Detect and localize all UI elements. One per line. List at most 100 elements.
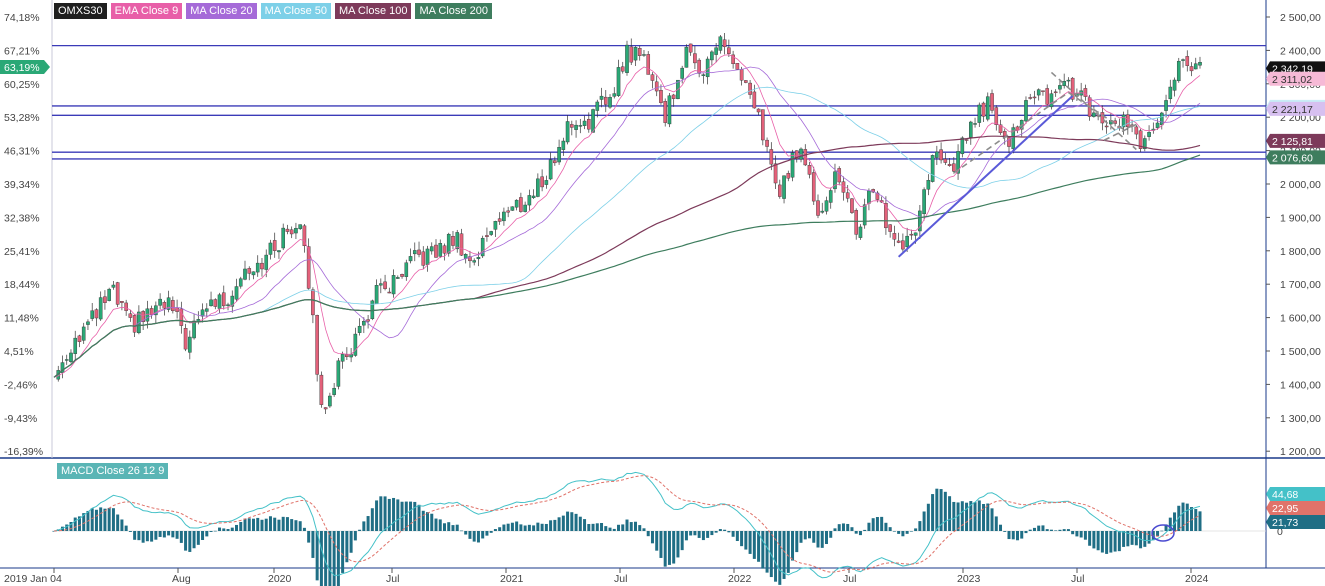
candle-body [684,46,689,68]
candle-body [217,294,222,309]
macd-histogram-bar [544,523,548,531]
price-tag-bg [1266,101,1325,116]
macd-histogram-bar [1173,512,1177,531]
candle-body [1070,77,1075,100]
candle-body [425,248,430,265]
candle-body [884,203,888,229]
macd-histogram-bar [854,531,858,534]
macd-histogram-bar [600,522,604,531]
macd-histogram-bar [154,531,158,540]
candle-body [612,93,617,97]
macd-histogram-bar [235,524,239,531]
macd-histogram-bar [536,522,540,531]
macd-histogram-bar [765,531,769,573]
y-tick-label-right: 1 400,00 [1280,379,1321,391]
macd-histogram-bar [1164,524,1168,531]
macd-histogram-bar [489,531,493,533]
macd-histogram-bar [680,531,684,551]
candle-body [981,102,986,117]
candle-body [103,296,107,303]
legend-item-4[interactable]: MA Close 100 [334,3,412,19]
candle-body [141,311,145,323]
macd-histogram-bar [362,521,366,531]
candle-body [701,74,706,76]
candle-body [1164,100,1168,111]
candle-body [442,245,447,254]
candle-body [969,121,973,138]
macd-histogram-bar [1168,517,1172,531]
macd-histogram-bar [171,531,175,538]
macd-histogram-bar [358,529,362,531]
macd-histogram-bar [137,531,141,541]
candle-body [608,97,612,108]
macd-histogram-bar [676,531,680,558]
macd-histogram-bar [672,531,676,564]
candle-body [158,298,162,306]
candle-body [756,108,761,113]
macd-histogram-bar [400,501,404,531]
candle-body [379,283,383,286]
macd-histogram-bar [697,531,701,538]
candle-body [620,66,625,72]
macd-histogram-bar [222,528,226,531]
macd-histogram-bar [557,517,561,531]
macd-histogram-bar [277,519,281,531]
candle-body [183,328,188,350]
candle-body [145,308,150,322]
macd-value-tag: 22,95 [1266,501,1325,515]
legend-item-5[interactable]: MA Close 200 [415,3,492,19]
macd-histogram-bar [1126,531,1130,547]
candle-body [977,104,982,123]
macd-histogram-bar [1143,531,1147,547]
macd-histogram-bar [918,521,922,531]
macd-histogram-bar [192,531,196,549]
candle-body [1185,56,1190,66]
candle-body [599,95,604,100]
macd-histogram-bar [659,531,663,558]
candle-body [519,197,523,212]
candle-body [828,190,833,203]
macd-histogram-bar [905,531,909,534]
macd-histogram-bar [812,531,816,543]
macd-histogram-bar [604,526,608,531]
macd-histogram-bar [1134,531,1138,546]
macd-histogram-bar [1024,531,1028,534]
macd-histogram-bar [188,531,192,552]
candle-body [811,172,816,202]
candle-body [272,240,277,251]
candle-body [251,271,256,276]
macd-histogram-bar [447,522,451,531]
y-tick-label-left: 74,18% [4,12,40,24]
candle-body [553,160,557,164]
legend-item-0[interactable]: OMXS30 [54,3,107,19]
candle-body [111,284,116,288]
candle-body [149,308,154,315]
candle-body [1100,112,1105,124]
candle-body [1189,66,1194,72]
macd-histogram-bar [1088,531,1092,546]
y-tick-label-left: -16,39% [4,446,43,458]
candle-body [446,233,451,254]
y-tick-label-left: 60,25% [4,79,40,91]
candle-body [451,236,455,246]
candle-body [1028,97,1033,99]
y-tick-label-right: 1 300,00 [1280,413,1321,425]
ma-200-line [53,154,1201,378]
macd-histogram-bar [205,531,209,537]
candle-body [845,192,850,199]
dashed-pattern [953,91,1137,174]
candle-body [485,235,489,237]
macd-histogram-bar [226,529,230,531]
legend-item-1[interactable]: EMA Close 9 [110,3,183,19]
legend-item-3[interactable]: MA Close 50 [260,3,331,19]
candle-body [120,301,124,303]
candle-body [739,69,744,81]
macd-histogram-bar [956,502,960,531]
legend-item-2[interactable]: MA Close 20 [186,3,257,19]
chart-legend: OMXS30 EMA Close 9 MA Close 20 MA Close 50 M… [54,3,492,19]
candle-body [281,227,286,249]
macd-histogram-bar [527,524,531,531]
y-tick-label-left: 18,44% [4,279,40,291]
candle-body [506,210,510,213]
